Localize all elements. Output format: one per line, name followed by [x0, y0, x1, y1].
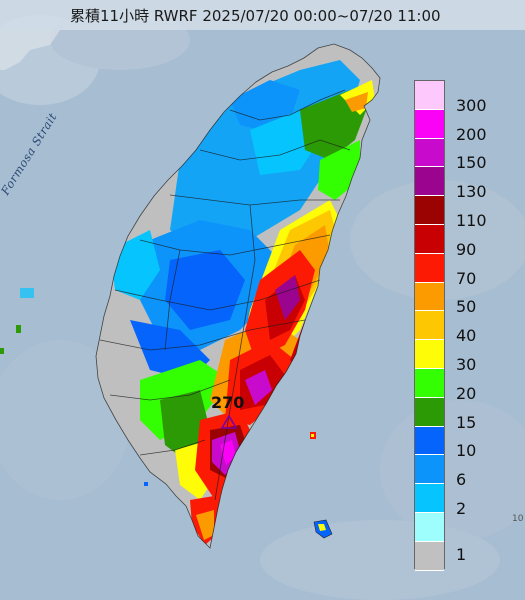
legend-swatch	[415, 282, 444, 312]
legend-label: 70	[456, 268, 477, 288]
legend-swatch	[415, 225, 444, 254]
legend-swatch	[415, 109, 444, 139]
legend-label: 1	[456, 544, 467, 564]
county-boundaries	[95, 43, 381, 549]
legend-label: 10	[456, 441, 477, 461]
legend-swatch	[415, 167, 444, 197]
offshore-islands	[0, 288, 333, 539]
legend-label: 30	[456, 355, 477, 374]
china-coast	[0, 30, 60, 70]
legend-label: 90	[456, 239, 477, 259]
legend-swatch	[415, 455, 444, 485]
legend-swatch	[415, 311, 444, 341]
legend-label: 130	[456, 182, 487, 202]
legend-label: 200	[456, 124, 487, 144]
legend-swatch	[415, 196, 444, 225]
legend-label: 20	[456, 383, 477, 403]
rainfall-legend	[414, 80, 445, 571]
legend-swatch	[415, 397, 444, 427]
legend-swatch	[415, 369, 444, 398]
legend-label: 15	[456, 412, 477, 432]
max-rainfall-label: 270	[211, 393, 245, 412]
legend-swatch	[415, 81, 444, 110]
legend-label: 2	[456, 499, 467, 518]
legend-swatch	[415, 253, 444, 283]
legend-label: 300	[456, 95, 487, 115]
legend-swatch	[415, 484, 444, 513]
legend-swatch	[415, 426, 444, 456]
map-title: 累積11小時 RWRF 2025/07/20 00:00~07/20 11:00	[70, 7, 441, 25]
legend-label: 40	[456, 326, 477, 346]
legend-swatch	[415, 340, 444, 369]
legend-label: 150	[456, 153, 487, 173]
legend-label: 6	[456, 470, 467, 490]
legend-label: 50	[456, 297, 477, 317]
legend-swatch	[415, 541, 444, 571]
corner-mark: 10	[512, 514, 524, 524]
triangle-max-marker-icon	[220, 414, 238, 429]
legend-label: 110	[456, 211, 487, 230]
legend-swatch	[415, 138, 444, 168]
title-bar	[0, 0, 525, 30]
legend-swatch	[415, 513, 444, 542]
